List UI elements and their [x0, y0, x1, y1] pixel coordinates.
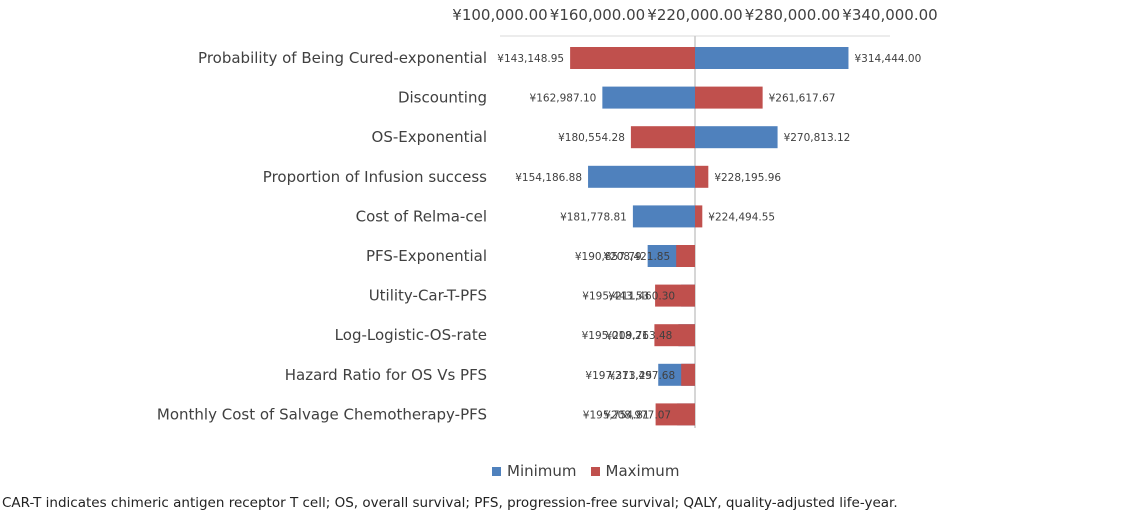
- data-label-maximum: ¥180,554.28: [558, 132, 625, 144]
- data-label-minimum: ¥314,444.00: [854, 53, 921, 65]
- bar-maximum: [695, 86, 763, 109]
- x-tick-label: ¥340,000.00: [842, 6, 937, 24]
- bar-maximum: [630, 126, 695, 149]
- data-label-minimum: ¥270,813.12: [784, 132, 851, 144]
- category-label: Discounting: [398, 89, 487, 107]
- category-label: Log-Logistic-OS-rate: [335, 326, 487, 344]
- x-tick-label: ¥160,000.00: [550, 6, 645, 24]
- bar-maximum: [695, 205, 703, 228]
- data-label-maximum: ¥228,195.96: [714, 172, 781, 184]
- category-label: Proportion of Infusion success: [263, 168, 487, 186]
- legend-item-minimum: Minimum: [492, 462, 577, 480]
- data-label-maximum: ¥211,497.68: [608, 370, 675, 382]
- figure-caption: CAR-T indicates chimeric antigen recepto…: [2, 495, 898, 511]
- bar-maximum: [655, 403, 695, 426]
- data-label-maximum: ¥195,443.53: [582, 291, 649, 303]
- legend-label-minimum: Minimum: [507, 462, 577, 480]
- data-label-maximum: ¥208,421.85: [603, 251, 670, 263]
- legend-item-maximum: Maximum: [590, 462, 680, 480]
- bar-minimum: [602, 86, 695, 109]
- bar-minimum: [632, 205, 695, 228]
- bar-maximum: [695, 165, 709, 188]
- category-label: Utility-Car-T-PFS: [369, 287, 487, 305]
- data-label-maximum: ¥143,148.95: [497, 53, 564, 65]
- bar-maximum: [676, 245, 695, 267]
- data-label-minimum: ¥181,778.81: [560, 211, 627, 223]
- data-label-minimum: ¥208,977.07: [604, 409, 671, 421]
- data-label-maximum: ¥195,018.21: [582, 330, 649, 342]
- x-tick-label: ¥220,000.00: [647, 6, 742, 24]
- data-label-minimum: ¥211,460.30: [608, 291, 675, 303]
- x-tick-label: ¥280,000.00: [745, 6, 840, 24]
- x-tick-label: ¥100,000.00: [452, 6, 547, 24]
- category-label: OS-Exponential: [372, 128, 487, 146]
- bar-minimum: [588, 165, 695, 188]
- category-label: PFS-Exponential: [366, 247, 487, 265]
- data-label-minimum: ¥209,763.48: [606, 330, 673, 342]
- legend-swatch-maximum: [590, 466, 600, 476]
- bar-minimum: [695, 126, 778, 149]
- bar-maximum: [654, 324, 695, 347]
- legend-swatch-minimum: [492, 466, 501, 476]
- tornado-chart: ¥100,000.00 ¥160,000.00 ¥220,000.00 ¥280,00…: [157, 6, 938, 428]
- category-label: Monthly Cost of Salvage Chemotherapy-PFS: [157, 405, 487, 423]
- bar-maximum: [681, 363, 695, 386]
- data-label-maximum: ¥261,617.67: [769, 93, 836, 105]
- category-label: Hazard Ratio for OS Vs PFS: [285, 366, 487, 384]
- legend: Minimum Maximum: [492, 462, 679, 480]
- legend-label-maximum: Maximum: [605, 462, 680, 480]
- bar-minimum: [695, 47, 849, 69]
- data-label-minimum: ¥154,186.88: [515, 172, 582, 184]
- category-label: Probability of Being Cured-exponential: [198, 49, 487, 67]
- data-label-minimum: ¥190,857.79: [575, 251, 642, 263]
- category-label: Cost of Relma-cel: [356, 207, 487, 225]
- data-label-maximum: ¥195,754.81: [583, 409, 650, 421]
- data-label-minimum: ¥162,987.10: [530, 93, 597, 105]
- data-label-minimum: ¥197,373.25: [585, 370, 652, 382]
- data-label-maximum: ¥224,494.55: [708, 211, 775, 223]
- bar-maximum: [570, 47, 695, 69]
- bar-maximum: [655, 284, 695, 307]
